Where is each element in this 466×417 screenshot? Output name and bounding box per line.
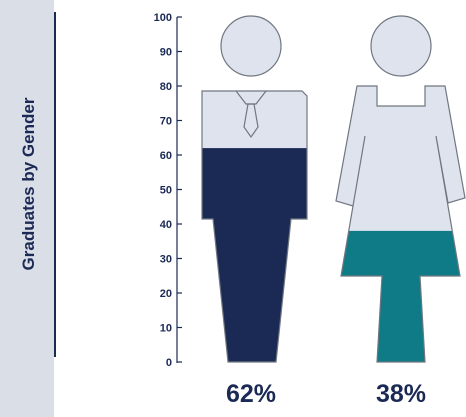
title-panel: [0, 0, 54, 417]
y-tick-label-20: 20: [160, 288, 172, 300]
y-tick-label-90: 90: [160, 47, 172, 59]
y-tick-label-40: 40: [160, 219, 172, 231]
y-tick-label-0: 0: [166, 357, 172, 369]
y-tick-label-10: 10: [160, 323, 172, 335]
title-panel-rule: [54, 12, 56, 357]
y-tick-label-100: 100: [154, 12, 172, 24]
man-figure: [201, 15, 308, 363]
y-tick-label-70: 70: [160, 116, 172, 128]
man-value-fill: [202, 148, 307, 362]
y-tick-label-80: 80: [160, 81, 172, 93]
y-tick-label-30: 30: [160, 254, 172, 266]
y-axis: 0 10 20 30 40 50 60 70 80 90 100: [154, 12, 182, 369]
woman-percentage-label: 38%: [376, 380, 426, 408]
man-tie: [243, 103, 259, 139]
y-tick-label-50: 50: [160, 185, 172, 197]
man-head: [220, 15, 282, 77]
man-percentage-label: 62%: [226, 380, 276, 408]
woman-head: [370, 15, 432, 77]
man-body-outline: [201, 90, 308, 363]
woman-body-outline: [335, 85, 466, 363]
y-tick-label-60: 60: [160, 150, 172, 162]
woman-value-fill: [336, 230, 465, 362]
woman-figure: [335, 15, 466, 363]
